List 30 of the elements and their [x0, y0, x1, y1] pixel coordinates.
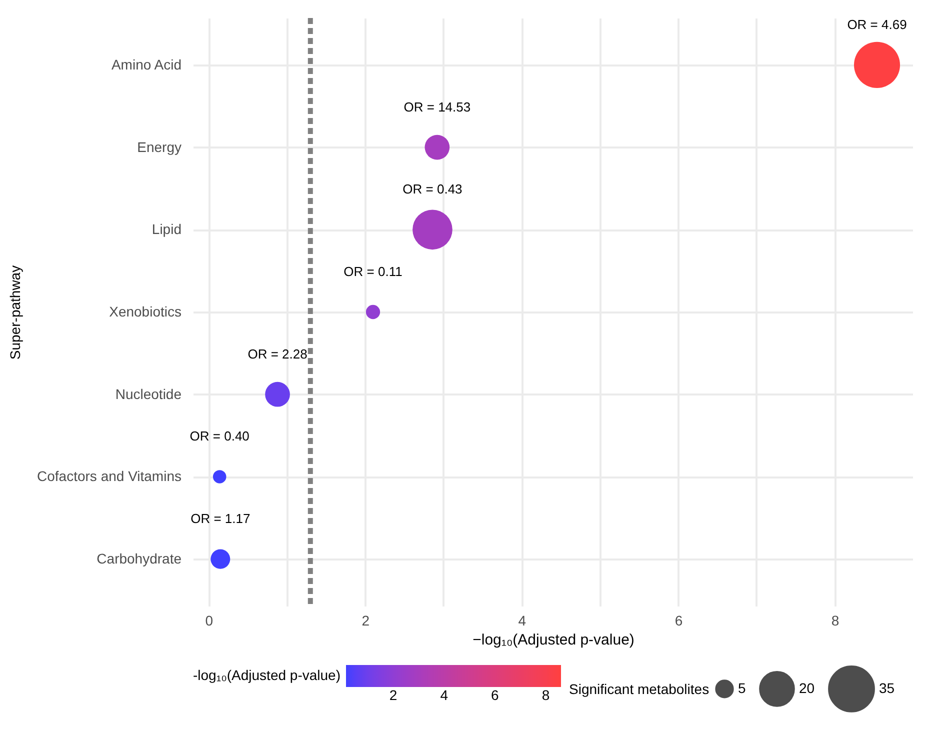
- y-tick-label: Cofactors and Vitamins: [37, 468, 182, 484]
- color-bar-title: -log₁₀(Adjusted p-value): [193, 667, 340, 683]
- x-axis-title: −log₁₀(Adjusted p-value): [472, 632, 634, 648]
- y-tick-label: Carbohydrate: [96, 550, 182, 567]
- color-bar-label: 4: [440, 687, 448, 703]
- x-tick-label: 6: [674, 612, 683, 628]
- y-tick-label: Lipid: [152, 221, 182, 238]
- y-tick-label: Energy: [137, 138, 182, 155]
- legend-title: Significant metabolites: [569, 681, 710, 697]
- color-bar-label: 8: [542, 687, 550, 703]
- y-tick-label: Xenobiotics: [109, 304, 182, 320]
- annotation: OR = 1.17: [190, 511, 250, 526]
- legend-label: 5: [738, 680, 746, 696]
- annotation: OR = 2.28: [248, 346, 308, 362]
- annotation: OR = 0.43: [402, 182, 462, 197]
- x-tick-label: 4: [518, 612, 526, 628]
- annotation: OR = 4.69: [847, 16, 907, 32]
- x-tick-label: 0: [205, 612, 214, 628]
- legend-label: 20: [799, 680, 815, 696]
- color-bar-label: 2: [389, 687, 398, 703]
- annotation: OR = 14.53: [404, 99, 471, 114]
- x-tick-label: 8: [831, 612, 840, 628]
- legend-label: 35: [879, 680, 895, 696]
- color-bar-label: 6: [491, 687, 500, 703]
- annotation: OR = 0.40: [190, 428, 250, 444]
- annotation: OR = 0.11: [344, 264, 402, 279]
- y-axis-title: Super-pathway: [7, 265, 24, 360]
- y-tick-label: Nucleotide: [115, 386, 182, 402]
- y-tick-label: Amino Acid: [111, 56, 182, 72]
- x-tick-label: 2: [362, 612, 370, 628]
